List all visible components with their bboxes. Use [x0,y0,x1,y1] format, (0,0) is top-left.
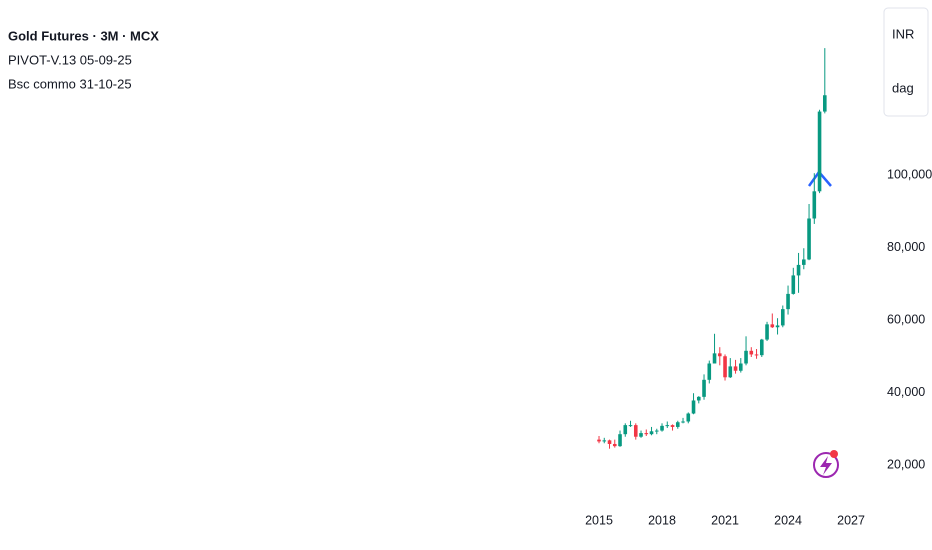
candle-body [775,325,780,328]
candle-body [644,433,649,435]
candle-body [786,293,790,310]
candle-body [633,425,638,437]
icon-bolt [820,456,832,475]
candle-body [628,425,633,427]
candle-body [749,350,754,355]
candle-body [639,433,643,437]
candle-body [796,264,801,276]
indicator-label: Bsc commo 31-10-25 [8,76,132,91]
candle-body [823,95,827,112]
candle-body [612,443,617,447]
candle-body [660,425,664,431]
candle-body [812,191,817,219]
candle-body [817,111,822,192]
icon-dot [830,450,838,458]
x-tick-label: 2021 [711,513,739,527]
candle-body [801,259,806,265]
candle-body [723,356,727,378]
indicator-label: PIVOT-V.13 05-09-25 [8,52,132,67]
x-tick-label: 2024 [774,513,802,527]
y-tick-label: 100,000 [887,167,932,181]
candle-body [707,363,712,380]
candle-body [791,275,796,294]
candle-body [618,434,622,447]
candle-body [770,324,775,328]
y-tick-label: 80,000 [887,240,925,254]
candle-body [807,218,811,260]
candle-body [765,324,769,340]
alert-icon[interactable] [813,450,839,478]
candle-body [733,366,738,371]
candle-body [728,366,733,378]
candle-body [744,350,748,364]
y-tick-label: 40,000 [887,385,925,399]
candle-body [712,353,717,364]
candle-body [691,400,696,414]
x-tick-label: 2027 [837,513,865,527]
candle-body [738,363,743,371]
candle-body [754,354,759,356]
candle-body [607,440,612,444]
candle-body [696,396,701,401]
candle-body [654,430,659,432]
candle-body [686,413,691,422]
chart-title: Gold Futures · 3M · MCX [8,28,159,43]
unit-box[interactable] [883,7,929,117]
candle-body [702,379,706,397]
candle-body [623,425,628,435]
candle-body [665,425,670,427]
y-tick-label: 20,000 [887,457,925,471]
candle-body [780,309,785,326]
candle-body [675,422,680,427]
candle-body [597,439,601,442]
x-tick-label: 2015 [585,513,613,527]
candle-body [602,440,607,442]
candle-body [670,425,675,427]
candle-body [717,353,722,357]
candle-body [649,431,654,435]
candle-body [759,339,764,356]
candle-body [681,421,685,423]
x-tick-label: 2018 [648,513,676,527]
unit-label[interactable]: dag [892,80,914,95]
currency-label[interactable]: INR [892,26,914,41]
y-tick-label: 60,000 [887,312,925,326]
